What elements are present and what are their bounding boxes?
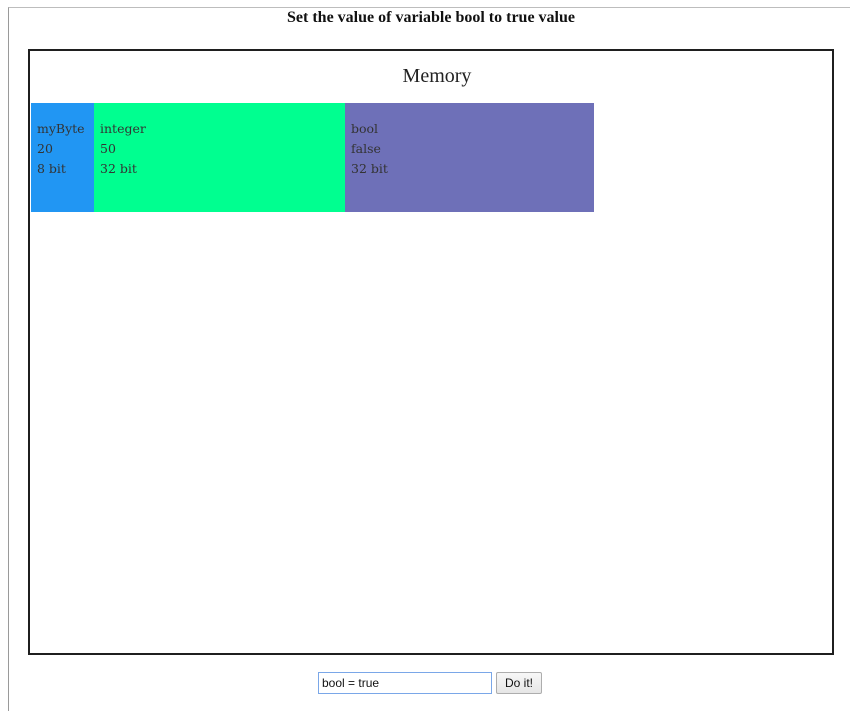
code-input[interactable] (318, 672, 492, 694)
variable-size: 32 bit (100, 161, 137, 176)
variable-value: 20 (37, 141, 53, 156)
memory-cell-integer: integer 50 32 bit (94, 103, 345, 212)
variable-name: integer (100, 121, 146, 136)
variable-name: bool (351, 121, 379, 136)
memory-cell-mybyte: myByte 20 8 bit (31, 103, 94, 212)
variable-name: myByte (37, 121, 85, 136)
memory-cell-bool: bool false 32 bit (345, 103, 594, 212)
variable-value: 50 (100, 141, 116, 156)
instruction-title: Set the value of variable bool to true v… (287, 9, 575, 26)
do-it-button[interactable]: Do it! (496, 672, 543, 694)
variable-size: 32 bit (351, 161, 388, 176)
memory-panel: Memory myByte 20 8 bit integer 50 32 bit… (28, 49, 834, 655)
command-controls: Do it! (318, 672, 543, 694)
memory-title: Memory (402, 65, 472, 87)
variable-value: false (351, 141, 381, 156)
variable-size: 8 bit (37, 161, 66, 176)
page-frame (8, 7, 850, 711)
memory-row: myByte 20 8 bit integer 50 32 bit bool f… (31, 103, 594, 212)
